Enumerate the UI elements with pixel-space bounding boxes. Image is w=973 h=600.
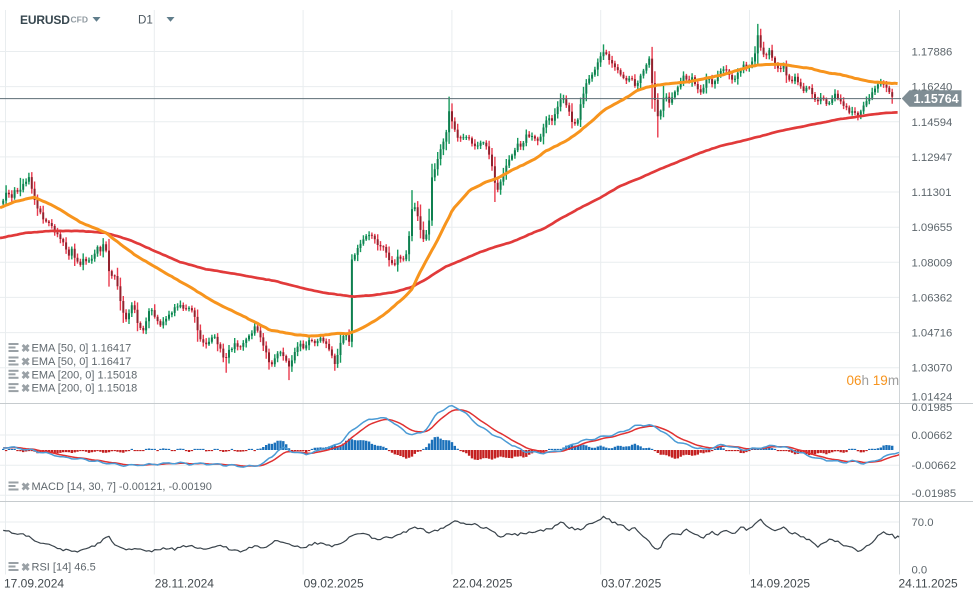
svg-text:✖: ✖ — [21, 562, 30, 574]
svg-text:1.11301: 1.11301 — [912, 187, 952, 199]
svg-text:22.04.2025: 22.04.2025 — [452, 577, 512, 591]
svg-text:EMA [200, 0] 1.15018: EMA [200, 0] 1.15018 — [32, 383, 138, 395]
svg-text:✖: ✖ — [21, 357, 30, 369]
svg-text:1.14594: 1.14594 — [912, 117, 953, 129]
svg-text:24.11.2025: 24.11.2025 — [899, 577, 958, 591]
svg-text:RSI [14] 46.5: RSI [14] 46.5 — [32, 562, 96, 574]
svg-text:EMA [200, 0] 1.15018: EMA [200, 0] 1.15018 — [32, 369, 138, 381]
svg-text:0.01985: 0.01985 — [912, 402, 953, 414]
svg-text:0.00662: 0.00662 — [912, 430, 953, 442]
svg-text:EURUSD: EURUSD — [20, 13, 70, 27]
svg-text:14.09.2025: 14.09.2025 — [750, 577, 810, 591]
svg-text:-0.01985: -0.01985 — [912, 488, 957, 500]
svg-text:1.15764: 1.15764 — [914, 92, 959, 106]
svg-text:03.07.2025: 03.07.2025 — [601, 577, 661, 591]
svg-text:D1: D1 — [138, 14, 153, 27]
svg-text:-0.00662: -0.00662 — [912, 460, 957, 472]
svg-text:1.06362: 1.06362 — [912, 292, 953, 304]
svg-text:MACD [14, 30, 7] -0.00121, -0: MACD [14, 30, 7] -0.00121, -0.00190 — [32, 481, 212, 493]
svg-text:✖: ✖ — [21, 383, 30, 395]
svg-text:1.01424: 1.01424 — [912, 392, 953, 404]
svg-text:1.09655: 1.09655 — [912, 222, 953, 234]
svg-text:0.0: 0.0 — [912, 565, 928, 577]
svg-text:1.04716: 1.04716 — [912, 328, 953, 340]
svg-text:09.02.2025: 09.02.2025 — [304, 577, 364, 591]
svg-text:✖: ✖ — [21, 343, 30, 355]
svg-text:1.17886: 1.17886 — [912, 47, 953, 59]
svg-text:✖: ✖ — [21, 482, 30, 494]
svg-text:EMA [50, 0] 1.16417: EMA [50, 0] 1.16417 — [32, 343, 132, 355]
svg-text:CFD: CFD — [71, 15, 88, 25]
svg-text:1.03070: 1.03070 — [912, 363, 953, 375]
svg-text:17.09.2024: 17.09.2024 — [4, 577, 64, 591]
svg-text:✖: ✖ — [21, 370, 30, 382]
svg-text:70.0: 70.0 — [912, 517, 934, 529]
svg-text:EMA [50, 0] 1.16417: EMA [50, 0] 1.16417 — [32, 356, 132, 368]
svg-text:1.08009: 1.08009 — [912, 257, 953, 269]
svg-text:1.12947: 1.12947 — [912, 152, 953, 164]
svg-text:06h 19m: 06h 19m — [847, 373, 900, 388]
svg-text:28.11.2024: 28.11.2024 — [155, 577, 214, 591]
